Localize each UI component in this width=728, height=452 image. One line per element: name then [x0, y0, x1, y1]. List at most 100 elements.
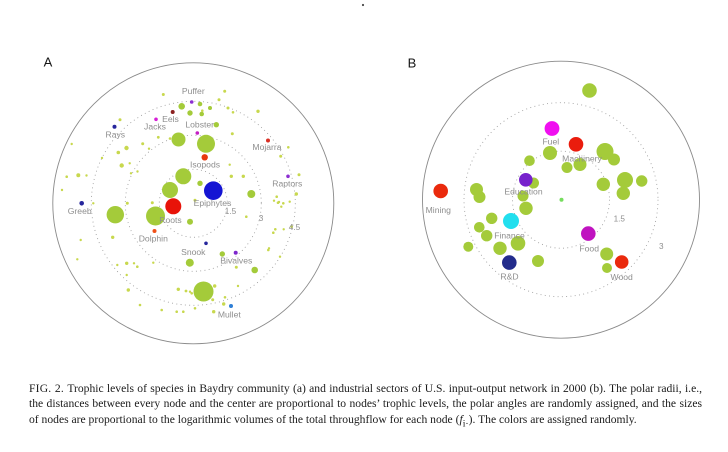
node-dot: [474, 222, 485, 233]
node-dot: [280, 205, 283, 208]
node-dot-Jacks: [154, 117, 158, 122]
node-label-Wood: Wood: [611, 272, 634, 282]
node-dot: [223, 296, 227, 299]
node-dot: [175, 168, 192, 185]
node-dot-Mullet: [229, 304, 233, 308]
node-label-Bivalves: Bivalves: [220, 255, 252, 265]
node-dot-Dolphin: [152, 229, 157, 233]
caption-math-f: f: [459, 412, 463, 426]
node-dot: [231, 111, 235, 114]
node-label-Epiphytes: Epiphytes: [194, 198, 232, 208]
node-dot: [213, 284, 217, 288]
node-dot-Raptors: [286, 174, 290, 179]
node-dot: [136, 265, 139, 269]
node-dot: [212, 310, 216, 314]
node-dot: [213, 122, 219, 128]
node-dot-Roots: [165, 198, 182, 215]
node-dot: [282, 202, 285, 205]
node-dot: [532, 255, 544, 267]
node-dot: [161, 93, 165, 96]
node-dot: [229, 174, 233, 178]
node-dot: [256, 109, 260, 114]
node-dot: [136, 170, 139, 173]
node-dot: [79, 238, 82, 242]
node-dot: [608, 153, 620, 166]
node-label-Puffer: Puffer: [182, 86, 205, 96]
node-dot: [187, 218, 193, 225]
node-dot: [473, 191, 486, 203]
node-dot: [274, 228, 277, 231]
node-dot: [211, 298, 215, 302]
node-dot: [193, 281, 214, 302]
node-dot: [278, 255, 282, 258]
node-dot: [76, 258, 79, 261]
node-dot: [138, 303, 142, 307]
node-label-Eels: Eels: [162, 114, 179, 124]
node-dot: [288, 200, 291, 203]
panel-letter-A: A: [44, 54, 53, 69]
node-dot: [573, 158, 587, 171]
node-dot: [193, 307, 197, 310]
node-dot: [197, 180, 203, 186]
panel-letter-B: B: [408, 55, 417, 70]
node-dot: [111, 235, 115, 239]
node-label-R&D: R&D: [500, 272, 518, 282]
node-label-Isopods: Isopods: [190, 160, 220, 170]
node-dot: [217, 98, 221, 102]
radial-tick-label-A-0: 1.5: [225, 207, 237, 216]
page-artifact-dot: [361, 3, 365, 7]
node-dot: [147, 147, 151, 150]
node-label-Jacks: Jacks: [144, 122, 166, 132]
node-dot: [125, 201, 129, 205]
node-dot-Wood: [614, 255, 629, 269]
node-dot: [241, 174, 245, 178]
node-dot-Snook: [204, 241, 208, 246]
node-label-Rays: Rays: [106, 130, 126, 140]
node-dot: [596, 143, 614, 160]
node-dot: [222, 302, 226, 306]
node-dot: [65, 175, 68, 178]
node-dot: [219, 251, 225, 257]
node-dot: [234, 265, 238, 269]
node-dot: [290, 225, 294, 228]
node-dot: [245, 215, 248, 218]
radial-tick-label-B-0: 1.5: [614, 214, 626, 223]
node-label-Greeb: Greeb: [68, 206, 92, 216]
node-dot: [230, 132, 234, 136]
node-label-Finance: Finance: [494, 231, 525, 241]
node-dot: [70, 142, 73, 146]
node-label-Machinery: Machinery: [562, 153, 602, 163]
node-dot: [596, 177, 610, 191]
node-label-Mojarra: Mojarra: [252, 142, 281, 152]
node-dot: [60, 188, 64, 192]
node-dot: [297, 173, 301, 177]
node-dot: [236, 284, 240, 288]
node-dot: [168, 137, 172, 140]
node-dot: [616, 186, 630, 200]
node-dot: [193, 198, 197, 202]
node-dot: [182, 310, 185, 314]
node-dot: [106, 206, 125, 224]
node-dot-Greeb: [79, 201, 84, 206]
node-dot: [178, 103, 185, 110]
node-dot: [176, 287, 180, 291]
node-dot-Finance: [503, 213, 519, 229]
node-dot: [190, 292, 193, 295]
node-dot: [85, 174, 88, 177]
node-dot: [510, 236, 526, 251]
node-dot: [125, 261, 129, 265]
caption-math-sub: i·: [462, 418, 469, 430]
node-dot-Machinery: [568, 137, 584, 152]
node-dot-Bivalves: [233, 250, 238, 255]
node-dot-Epiphytes: [204, 181, 223, 200]
node-dot: [100, 156, 104, 160]
node-label-Raptors: Raptors: [272, 179, 302, 189]
node-dot: [116, 263, 119, 267]
node-dot: [287, 146, 290, 149]
node-dot: [92, 202, 95, 205]
node-dot: [208, 106, 212, 110]
caption-fig-label: FIG. 2.: [29, 382, 64, 395]
node-dot-Eels: [170, 110, 175, 114]
node-dot: [543, 146, 557, 160]
node-dot: [152, 261, 155, 264]
